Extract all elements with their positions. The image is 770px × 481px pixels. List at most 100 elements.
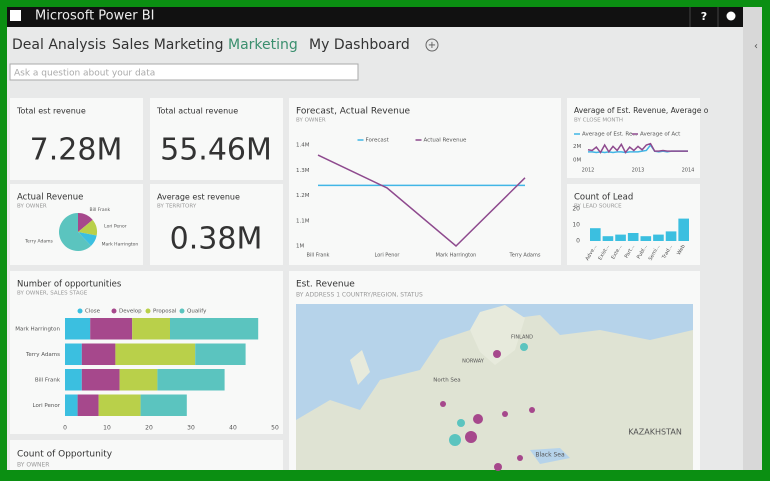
side-arrow[interactable]: ‹ bbox=[754, 41, 758, 52]
tab[interactable]: Marketing bbox=[228, 37, 298, 53]
bar bbox=[590, 228, 601, 241]
x-tick-label: Lori Penor bbox=[375, 253, 401, 259]
bar-segment bbox=[81, 369, 120, 391]
map-sea bbox=[530, 448, 570, 464]
bar-segment bbox=[65, 318, 91, 340]
tile[interactable] bbox=[10, 98, 143, 180]
card-value: 55.46M bbox=[160, 133, 272, 168]
tile-subtitle: BY OWNER bbox=[17, 204, 47, 210]
legend-label: Qualify bbox=[187, 309, 207, 315]
x-tick-label: 10 bbox=[103, 425, 111, 432]
card-title: Average est revenue bbox=[157, 193, 240, 202]
tile[interactable] bbox=[150, 98, 283, 180]
y-tick-label: 0M bbox=[573, 158, 581, 164]
app-icon[interactable] bbox=[10, 10, 21, 21]
map-label: NORWAY bbox=[462, 359, 485, 365]
tab[interactable]: My Dashboard bbox=[309, 37, 410, 53]
bar-segment bbox=[65, 394, 78, 416]
tile-title: Average of Est. Revenue, Average o bbox=[574, 106, 709, 115]
y-tick-label: 1M bbox=[296, 244, 304, 250]
legend-swatch bbox=[145, 308, 151, 314]
map-land bbox=[296, 315, 693, 470]
legend-label: Average of Est. Re... bbox=[582, 132, 638, 138]
bar-segment bbox=[119, 369, 158, 391]
tile[interactable] bbox=[567, 98, 700, 178]
pie-slice bbox=[58, 212, 92, 251]
y-tick-label: 20 bbox=[572, 206, 580, 213]
legend-swatch bbox=[111, 308, 117, 314]
user-icon[interactable] bbox=[726, 11, 736, 21]
tile-subtitle: BY OWNER bbox=[17, 462, 49, 469]
tile-subtitle: BY ADDRESS 1 COUNTRY/REGION, STATUS bbox=[296, 292, 423, 299]
add-tab-plus[interactable]: + bbox=[428, 40, 436, 51]
bar-segment bbox=[98, 394, 141, 416]
legend-swatch bbox=[77, 308, 83, 314]
map-label: North Sea bbox=[433, 378, 460, 384]
bar bbox=[602, 236, 614, 241]
tile[interactable] bbox=[10, 440, 283, 470]
bar bbox=[627, 233, 639, 241]
x-tick-label: 20 bbox=[145, 425, 153, 432]
bar-segment bbox=[65, 369, 82, 391]
tile-subtitle: BY CLOSE MONTH bbox=[574, 118, 623, 124]
bar bbox=[678, 218, 689, 241]
tab[interactable]: Deal Analysis bbox=[12, 37, 106, 53]
tile[interactable] bbox=[289, 98, 561, 265]
tile-title: Est. Revenue bbox=[296, 280, 355, 290]
qa-placeholder[interactable]: Ask a question about your data bbox=[14, 69, 155, 79]
y-tick-label: Bill Frank bbox=[35, 377, 61, 383]
map-land bbox=[350, 350, 370, 385]
help-icon[interactable]: ? bbox=[701, 10, 707, 23]
tile-title: Count of Lead bbox=[574, 193, 633, 203]
map-bubbles bbox=[440, 343, 535, 471]
map-label: Black Sea bbox=[535, 452, 565, 459]
series-line bbox=[317, 154, 526, 248]
x-tick-label: Bill Frank bbox=[307, 253, 330, 259]
tile-subtitle: BY OWNER bbox=[296, 118, 326, 124]
add-tab[interactable] bbox=[425, 38, 439, 52]
y-tick-label: Lori Penor bbox=[33, 403, 61, 409]
y-tick-label: 1.4M bbox=[296, 143, 310, 149]
x-tick-label: Web bbox=[676, 244, 687, 256]
bar-segment bbox=[115, 343, 196, 365]
y-tick-label: Mark Harrington bbox=[15, 326, 60, 332]
bar-segment bbox=[195, 343, 246, 365]
legend-label: Average of Act bbox=[640, 132, 681, 138]
bar-segment bbox=[65, 343, 82, 365]
tile-title: Number of opportunities bbox=[17, 280, 122, 290]
series-line bbox=[587, 142, 688, 154]
card-title: Total est revenue bbox=[16, 107, 86, 116]
legend-label: Actual Revenue bbox=[424, 138, 468, 144]
map-label: FINLAND bbox=[511, 335, 533, 341]
legend-label: Forecast bbox=[366, 138, 390, 144]
y-tick-label: 1.3M bbox=[296, 168, 310, 174]
bar-segment bbox=[140, 394, 187, 416]
pie-label: Mark Harrington bbox=[102, 242, 139, 248]
y-tick-label: Terry Adams bbox=[25, 352, 60, 358]
tile[interactable] bbox=[150, 184, 283, 265]
pie-label: Lori Penor bbox=[104, 223, 127, 229]
y-tick-label: 2M bbox=[573, 144, 581, 150]
y-tick-label: 1.2M bbox=[296, 193, 310, 199]
x-tick-label: Terry Adams bbox=[509, 253, 541, 259]
card-title: Total actual revenue bbox=[156, 107, 238, 116]
x-tick-label: Mark Harrington bbox=[436, 253, 477, 259]
tile[interactable] bbox=[567, 184, 700, 265]
pie-slice bbox=[78, 213, 93, 232]
bar-segment bbox=[90, 318, 133, 340]
bar-segment bbox=[170, 318, 259, 340]
bar-segment bbox=[132, 318, 170, 340]
x-tick-label: 40 bbox=[229, 425, 237, 432]
qa-box[interactable] bbox=[9, 63, 359, 81]
y-tick-label: 10 bbox=[572, 222, 580, 229]
pie-label: Terry Adams bbox=[24, 239, 53, 245]
pie-label: Bill Frank bbox=[89, 207, 110, 213]
tab[interactable]: Sales Marketing bbox=[112, 37, 224, 53]
tile-title: Actual Revenue bbox=[17, 193, 83, 203]
bar-segment bbox=[157, 369, 225, 391]
tile-title: Count of Opportunity bbox=[17, 450, 113, 460]
map-label: KAZAKHSTAN bbox=[628, 428, 682, 437]
y-tick-label: 1.1M bbox=[296, 218, 310, 224]
